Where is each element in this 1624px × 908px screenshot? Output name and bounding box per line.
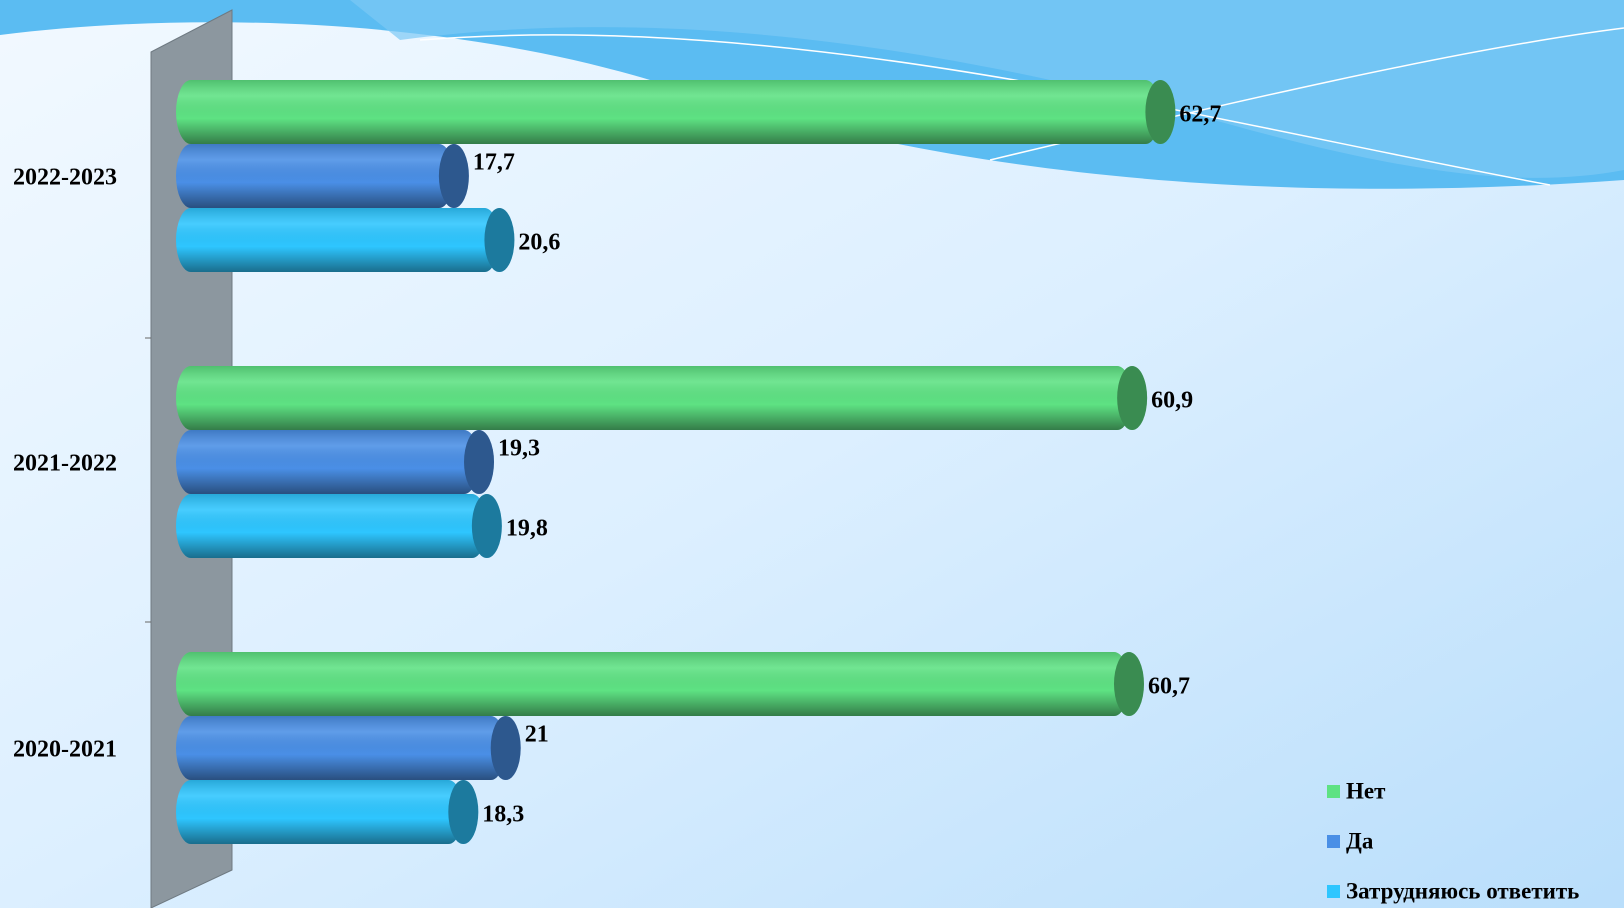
bar-shade [176, 652, 1129, 716]
bar-shade [176, 80, 1161, 144]
value-label: 21 [525, 722, 549, 748]
bar-shade [176, 366, 1133, 430]
bar-shade [176, 780, 464, 844]
wave-line [419, 34, 1551, 186]
value-label: 18,3 [482, 802, 524, 828]
bar-shade [176, 208, 500, 272]
bar-cap [1117, 366, 1148, 430]
bar-shade [176, 430, 480, 494]
bar-cap-shade [438, 144, 469, 208]
bar-cap-shade [490, 716, 521, 780]
bar-cap [471, 494, 502, 558]
bar-cap-shade [464, 430, 495, 494]
legend-swatch [1327, 885, 1340, 898]
legend-swatch [1327, 785, 1340, 798]
category-label: 2022-2023 [13, 165, 117, 191]
value-label: 60,9 [1151, 388, 1193, 414]
value-label: 60,7 [1148, 674, 1190, 700]
value-label: 17,7 [473, 150, 515, 176]
value-label: 20,6 [518, 230, 560, 256]
bar-cap-shade [1145, 80, 1176, 144]
wave [350, 0, 1624, 178]
bar-cap [1113, 652, 1144, 716]
bar-shade [176, 494, 487, 558]
bar-cap [438, 144, 469, 208]
category-label: 2021-2022 [13, 451, 117, 477]
bar-cap-shade [1113, 652, 1144, 716]
bar-shade [176, 716, 506, 780]
value-label: 62,7 [1179, 102, 1221, 128]
bar-shade [176, 144, 454, 208]
legend-label: Да [1346, 828, 1374, 853]
bar-cap [1145, 80, 1176, 144]
bar-cap-shade [484, 208, 515, 272]
bar-cap-shade [471, 494, 502, 558]
bar-cap-shade [448, 780, 479, 844]
category-label: 2020-2021 [13, 737, 117, 763]
bar-cap-shade [1117, 366, 1148, 430]
value-label: 19,3 [498, 436, 540, 462]
legend-label: Нет [1346, 778, 1386, 803]
bar-cap [484, 208, 515, 272]
bar-cap [464, 430, 495, 494]
value-label: 19,8 [506, 516, 548, 542]
legend-swatch [1327, 835, 1340, 848]
legend-label: Затрудняюсь ответить [1346, 878, 1579, 903]
bar-cap [490, 716, 521, 780]
bar-cap [448, 780, 479, 844]
